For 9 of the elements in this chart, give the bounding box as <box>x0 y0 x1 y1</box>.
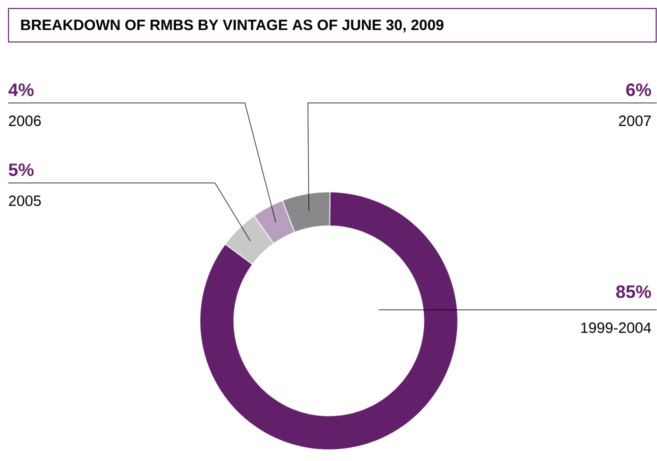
chart-title: BREAKDOWN OF RMBS BY VINTAGE AS OF JUNE 30, 2009 <box>21 20 444 32</box>
data-label: 6% <box>626 84 652 96</box>
data-label: 85% <box>616 285 652 298</box>
data-label: 4% <box>8 84 34 96</box>
data-label: 5% <box>8 164 34 176</box>
slice-label: 1999-2004 <box>581 322 652 334</box>
slice-label: 2005 <box>8 196 41 206</box>
slice-label: 2007 <box>619 116 651 126</box>
slice-label: 2006 <box>8 116 41 126</box>
